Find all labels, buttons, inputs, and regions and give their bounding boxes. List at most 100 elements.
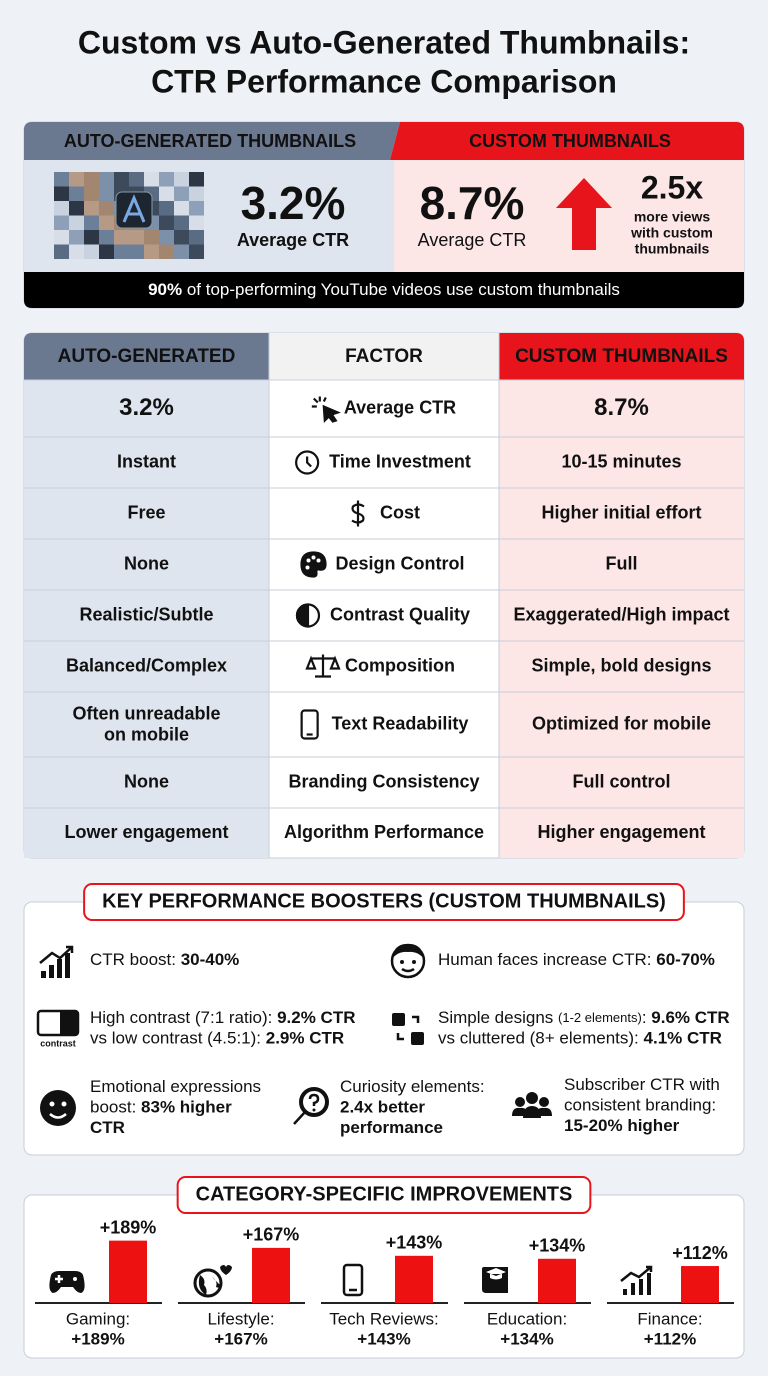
thumbnail-pixel <box>159 172 174 187</box>
thumbnail-pixel <box>159 230 174 245</box>
thumbnail-pixel <box>54 244 69 259</box>
category-label: Education: <box>487 1309 567 1328</box>
custom-header-bg <box>390 122 744 160</box>
factor-icon <box>305 654 341 678</box>
table-cell: Full control <box>573 771 671 791</box>
table-cell: None <box>124 771 169 791</box>
thumbnail-pixel <box>54 201 69 216</box>
factor-icon <box>311 396 341 423</box>
rich-text: consistent branding: <box>564 1096 716 1115</box>
thumbnail-pixel <box>114 244 129 259</box>
thumbnail-pixel <box>189 244 204 259</box>
thumbnail-pixel <box>159 215 174 230</box>
text-segment: 15-20% higher <box>564 1116 680 1135</box>
custom-ctr-label: Average CTR <box>418 230 527 250</box>
custom-column-bg <box>499 380 744 858</box>
bar <box>395 1255 433 1303</box>
booster-icon <box>40 1090 76 1126</box>
icon-part <box>306 456 312 468</box>
thumbnail-pixel <box>54 172 69 187</box>
thumbnail-pixel <box>144 172 159 187</box>
icon-part <box>311 396 327 408</box>
text-segment: 2.9% CTR <box>266 1029 344 1048</box>
rich-text: CTR boost: 30-40% <box>90 950 239 969</box>
thumbnail-pixel <box>159 244 174 259</box>
text-segment: Human faces increase CTR: <box>438 950 656 969</box>
icon-part <box>49 1101 55 1107</box>
table-cell: Branding Consistency <box>288 771 479 791</box>
icon-part <box>316 558 321 563</box>
category-chart: +189%Gaming:+189%+167%Lifestyle:+167%+14… <box>23 1176 745 1359</box>
icon-part <box>295 603 310 628</box>
category-value: +167% <box>214 1329 267 1348</box>
text-segment: Simple designs <box>438 1008 558 1027</box>
thumbnail-pixel <box>54 186 69 201</box>
text-segment: of top-performing YouTube videos use cus… <box>182 280 620 299</box>
icon-part <box>49 1113 67 1119</box>
text-segment: consistent branding: <box>564 1096 716 1115</box>
rich-text: boost: 83% higher <box>90 1098 232 1117</box>
value-label: +189% <box>100 1217 157 1237</box>
table-cell: Time Investment <box>329 451 471 471</box>
icon-part <box>539 1097 549 1107</box>
text-segment: 90% <box>148 280 182 299</box>
icon-part <box>515 1097 525 1107</box>
icon-part <box>39 945 74 964</box>
category-icon <box>620 1265 653 1295</box>
thumbnail-pixel <box>174 186 189 201</box>
text-segment: 30-40% <box>181 950 240 969</box>
rich-text: performance <box>340 1118 443 1137</box>
table-cell: Algorithm Performance <box>284 822 484 842</box>
thumbnail-pixel <box>129 172 144 187</box>
icon-part <box>55 1275 63 1283</box>
category-value: +134% <box>500 1329 553 1348</box>
icon-part <box>312 1108 316 1112</box>
table-header: AUTO-GENERATED <box>58 346 236 367</box>
thumbnail-pixel <box>159 201 174 216</box>
icon-part <box>401 967 415 973</box>
rich-text: Simple designs (1-2 elements): 9.6% CTR <box>438 1008 730 1027</box>
custom-body-bg <box>394 160 744 272</box>
bar <box>252 1247 290 1303</box>
thumbnail-pixel <box>84 186 99 201</box>
category-label: Lifestyle: <box>207 1309 274 1328</box>
thumbnail-pixel <box>69 230 84 245</box>
icon-part <box>40 1090 76 1126</box>
thumbnail-pixel <box>99 186 114 201</box>
multiplier-note: more views <box>634 209 710 225</box>
icon-part <box>311 555 316 560</box>
hero-footer-bg <box>24 272 744 308</box>
category-value: +112% <box>644 1329 696 1348</box>
icon-part <box>623 1273 651 1295</box>
rich-text: Curiosity elements: <box>340 1077 485 1096</box>
multiplier-note: with custom <box>630 225 713 241</box>
icon-part <box>305 654 341 678</box>
category-icon <box>482 1267 508 1293</box>
thumbnail-pixel <box>84 172 99 187</box>
thumbnail-pixel <box>144 244 159 259</box>
boosters-title-pill <box>83 883 685 921</box>
icon-part <box>411 1032 424 1045</box>
icon-part <box>526 1092 538 1104</box>
rich-text: vs low contrast (4.5:1): 2.9% CTR <box>90 1029 344 1048</box>
table-header: FACTOR <box>345 346 423 367</box>
icon-part <box>305 565 310 570</box>
table-cell: Cost <box>380 502 420 522</box>
value-label: +167% <box>243 1225 300 1245</box>
category-value: +189% <box>71 1329 124 1348</box>
text-segment: vs low contrast (4.5:1): <box>90 1029 266 1048</box>
category-label: Tech Reviews: <box>329 1309 439 1328</box>
app-logo-glyph <box>122 194 146 223</box>
thumbnail-pixel <box>174 244 189 259</box>
category-icon <box>49 1271 85 1293</box>
icon-part <box>486 1268 506 1280</box>
table-cell: 10-15 minutes <box>561 451 681 471</box>
thumbnail-pixel <box>174 172 189 187</box>
auto-heading: AUTO-GENERATED THUMBNAILS <box>64 131 356 151</box>
table-cell: Higher initial effort <box>541 502 701 522</box>
custom-ctr: 8.7% <box>420 177 525 229</box>
icon-part <box>198 1275 220 1295</box>
factor-icon <box>300 709 319 740</box>
text-segment: (1-2 elements) <box>558 1010 642 1025</box>
